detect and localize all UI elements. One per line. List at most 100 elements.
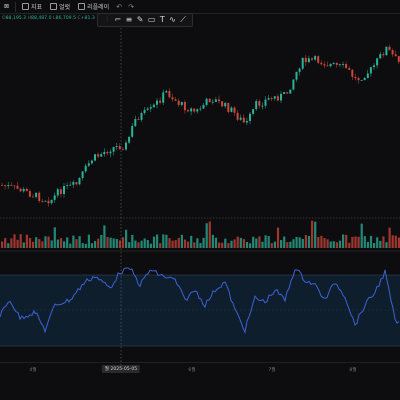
fib-lines-icon[interactable]: ≡ — [125, 15, 133, 24]
top-toolbar: ⊠ 지표 얼럿 리플레이 ↶ ↷ — [0, 0, 400, 14]
redo-icon[interactable]: ↷ — [128, 2, 134, 11]
volume-bar — [242, 239, 245, 248]
volume-bar — [252, 236, 255, 248]
volume-bar — [28, 237, 32, 248]
time-axis[interactable]: 4월 월 2025-05-05 6월 7월 8월 — [0, 362, 400, 375]
volume-bar — [63, 241, 66, 248]
candle-body — [211, 101, 214, 103]
candle-body — [351, 69, 354, 77]
candle-body — [394, 54, 397, 57]
volume-bar — [261, 241, 264, 248]
volume-bar — [208, 221, 211, 248]
alert-icon — [50, 3, 58, 10]
rectangle-icon[interactable]: ▭ — [147, 15, 156, 24]
candle-body — [35, 192, 38, 197]
measure-icon[interactable]: ⟋ — [180, 15, 186, 24]
candle-body — [165, 91, 168, 93]
candle-body — [208, 98, 211, 103]
volume-bar — [143, 238, 146, 248]
volume-bar — [391, 235, 394, 248]
candle-body — [255, 101, 258, 110]
volume-bar — [286, 242, 289, 248]
volume-bar — [280, 240, 283, 248]
candle-body — [261, 105, 264, 107]
volume-bar — [205, 223, 208, 248]
volume-bar — [174, 240, 177, 248]
volume-bar — [335, 242, 338, 248]
volume-bar — [345, 234, 348, 248]
candle-body — [323, 64, 326, 66]
volume-bar — [59, 238, 63, 248]
candle-body — [128, 136, 131, 143]
candle-body — [63, 186, 65, 195]
volume-bar — [388, 227, 391, 248]
volume-bar — [311, 220, 314, 248]
volume-bar — [258, 236, 261, 248]
horizontal-line-icon[interactable]: ⌐ — [114, 15, 122, 24]
volume-bar — [245, 241, 249, 248]
toolbar-alert-button[interactable]: 얼럿 — [46, 2, 74, 11]
zigzag-icon[interactable]: ∿ — [169, 15, 176, 24]
drawing-toolbar: ⋮ ⌐ ≡ ✎ ▭ T ∿ ⟋ — [97, 13, 193, 27]
volume-bar — [214, 237, 218, 248]
volume-bar — [233, 239, 236, 248]
candle-body — [245, 120, 248, 123]
candle-body — [143, 109, 146, 114]
candle-body — [97, 154, 100, 157]
candle-body — [112, 147, 115, 152]
toolbar-replay-button[interactable]: 리플레이 — [74, 2, 113, 11]
volume-bar — [211, 234, 214, 248]
candle-body — [140, 113, 143, 120]
candle-body — [121, 149, 124, 151]
candle-body — [38, 192, 41, 201]
candle-body — [94, 154, 96, 161]
volume-bar — [35, 237, 38, 248]
volume-bar — [307, 236, 311, 248]
volume-bar — [236, 236, 239, 248]
candle-body — [233, 107, 236, 113]
volume-bar — [283, 236, 286, 248]
grip-icon[interactable]: ⋮ — [104, 16, 111, 23]
volume-bar — [230, 240, 233, 248]
candle-body — [56, 189, 59, 196]
candle-body — [214, 99, 217, 102]
time-axis-label: 8월 — [349, 368, 357, 373]
volume-bar — [314, 221, 317, 248]
toolbar-indicators-button[interactable]: 지표 — [18, 2, 46, 11]
toolbar-menu-button[interactable]: ⊠ — [0, 3, 13, 10]
volume-bar — [218, 242, 221, 248]
candle-body — [388, 46, 391, 51]
volume-bar — [224, 238, 227, 248]
volume-bar — [255, 238, 258, 248]
candle-body — [382, 54, 385, 56]
candle-body — [109, 151, 112, 154]
volume-bar — [338, 240, 342, 248]
volume-bar — [342, 234, 345, 248]
candle-body — [10, 185, 13, 186]
volume-bar — [44, 236, 47, 248]
candle-body — [134, 119, 137, 127]
candlestick-series — [1, 44, 400, 207]
candle-body — [25, 188, 28, 192]
candle-body — [224, 102, 227, 107]
legend-high: 88,487.0 — [31, 16, 52, 21]
candle-body — [286, 92, 289, 94]
candle-body — [190, 108, 193, 112]
candle-body — [267, 98, 270, 100]
volume-bar — [298, 237, 301, 248]
volume-bar — [140, 240, 143, 248]
close-icon: ⊠ — [4, 3, 10, 10]
candle-body — [273, 96, 276, 99]
volume-bar — [199, 243, 202, 248]
candle-body — [1, 185, 3, 186]
undo-icon[interactable]: ↶ — [116, 2, 123, 11]
candle-body — [363, 78, 366, 81]
text-icon[interactable]: T — [159, 15, 165, 24]
candle-body — [32, 196, 34, 198]
volume-bar — [112, 238, 115, 248]
legend-l-label: L — [52, 16, 56, 21]
brush-icon[interactable]: ✎ — [136, 15, 144, 24]
candle-body — [326, 65, 329, 67]
candle-body — [146, 108, 149, 110]
